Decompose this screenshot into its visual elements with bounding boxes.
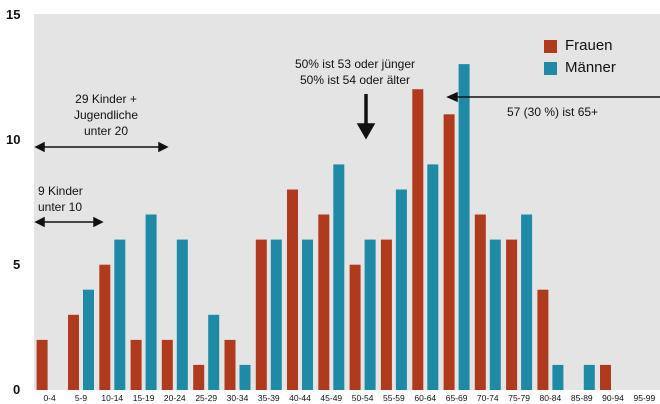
y-tick-5: 5 (13, 257, 21, 272)
bar-frauen-15-19 (130, 339, 142, 390)
bar-maenner-30-34 (239, 364, 251, 390)
x-tick-35-39: 35-39 (258, 393, 280, 403)
x-tick-25-29: 25-29 (195, 393, 217, 403)
x-tick-80-84: 80-84 (540, 393, 562, 403)
x-tick-55-59: 55-59 (383, 393, 405, 403)
x-tick-45-49: 45-49 (320, 393, 342, 403)
bar-maenner-15-19 (145, 214, 157, 390)
bar-maenner-75-79 (521, 214, 533, 390)
bar-maenner-5-9 (83, 289, 94, 390)
bar-frauen-5-9 (68, 314, 79, 390)
bar-frauen-60-64 (412, 89, 424, 390)
bar-maenner-20-24 (176, 239, 188, 390)
x-tick-10-14: 10-14 (101, 393, 123, 403)
bar-maenner-35-39 (270, 239, 282, 390)
y-tick-15: 15 (6, 7, 21, 22)
under20-arrow-head-left (34, 141, 45, 153)
bar-frauen-65-69 (443, 114, 455, 391)
bar-maenner-80-84 (552, 364, 564, 390)
x-tick-30-34: 30-34 (227, 393, 249, 403)
bar-frauen-50-54 (349, 264, 361, 390)
x-tick-0-4: 0-4 (43, 393, 56, 403)
annotation-arrows (34, 91, 660, 228)
median-arrow-head (356, 123, 376, 140)
annotation-median: 50% ist 53 oder jünger 50% ist 54 oder ä… (294, 57, 416, 87)
legend-swatch-frauen (544, 40, 557, 53)
x-tick-70-74: 70-74 (477, 393, 499, 403)
under10-arrow-head-right (93, 216, 104, 228)
legend-swatch-maenner (544, 62, 557, 75)
bar-frauen-0-4 (36, 339, 48, 390)
annotation-over65: 57 (30 %) ist 65+ (507, 105, 599, 119)
y-tick-0: 0 (13, 382, 21, 397)
bar-maenner-25-29 (208, 314, 220, 390)
bar-maenner-40-44 (302, 239, 313, 390)
bar-maenner-10-14 (114, 239, 126, 390)
x-tick-5-9: 5-9 (75, 393, 88, 403)
x-tick-40-44: 40-44 (289, 393, 311, 403)
bar-frauen-20-24 (161, 339, 173, 390)
x-tick-15-19: 15-19 (133, 393, 155, 403)
x-tick-85-89: 85-89 (571, 393, 593, 403)
x-tick-90-94: 90-94 (602, 393, 624, 403)
x-tick-50-54: 50-54 (352, 393, 374, 403)
bar-maenner-45-49 (333, 164, 345, 390)
x-tick-20-24: 20-24 (164, 393, 186, 403)
bar-frauen-75-79 (506, 239, 518, 390)
x-tick-60-64: 60-64 (414, 393, 436, 403)
legend-label-maenner: Männer (565, 59, 616, 76)
bar-frauen-90-94 (600, 364, 611, 390)
bar-maenner-60-64 (427, 164, 439, 390)
bar-frauen-45-49 (318, 214, 330, 390)
bar-frauen-70-74 (474, 214, 486, 390)
bar-maenner-55-59 (395, 189, 407, 390)
annotation-under10: 9 Kinder unter 10 (38, 184, 83, 214)
legend-label-frauen: Frauen (565, 37, 613, 54)
bar-maenner-65-69 (458, 64, 470, 390)
bar-maenner-70-74 (489, 239, 501, 390)
over65-arrow-head (446, 91, 458, 103)
bar-frauen-25-29 (193, 364, 205, 390)
bar-frauen-40-44 (287, 189, 298, 390)
bar-frauen-30-34 (224, 339, 236, 390)
bar-maenner-50-54 (364, 239, 376, 390)
x-tick-65-69: 65-69 (446, 393, 468, 403)
y-tick-10: 10 (6, 132, 21, 147)
bar-maenner-85-89 (583, 364, 595, 390)
bar-frauen-80-84 (537, 289, 549, 390)
bar-frauen-35-39 (255, 239, 267, 390)
plot-area (34, 14, 660, 390)
x-tick-75-79: 75-79 (508, 393, 530, 403)
bar-frauen-55-59 (380, 239, 392, 390)
bar-frauen-10-14 (99, 264, 111, 390)
under20-arrow-head-right (158, 141, 169, 153)
under10-arrow-head-left (34, 216, 45, 228)
x-tick-95-99: 95-99 (634, 393, 656, 403)
annotation-under20: 29 Kinder + Jugendliche unter 20 (73, 92, 139, 138)
